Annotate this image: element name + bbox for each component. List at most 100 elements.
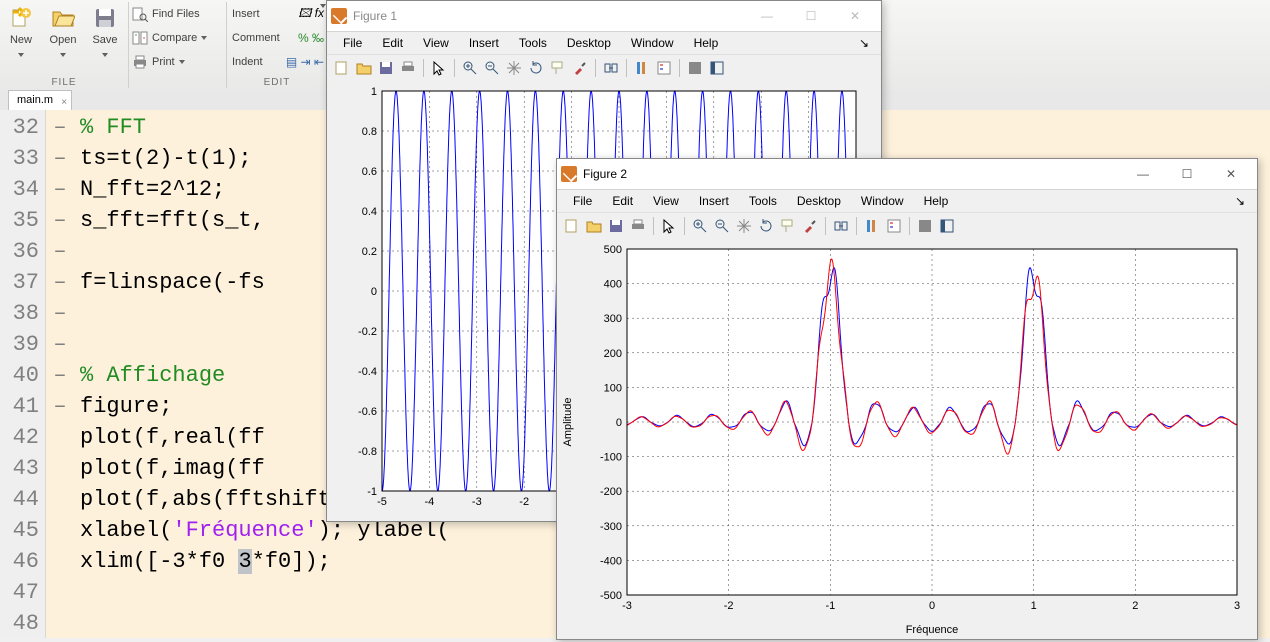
- comment-button[interactable]: Comment % ‰: [230, 28, 324, 48]
- pan-icon[interactable]: [736, 218, 752, 234]
- zoom-in-icon[interactable]: [692, 218, 708, 234]
- pointer-icon[interactable]: [431, 60, 447, 76]
- maximize-button[interactable]: ☐: [1165, 159, 1209, 189]
- compare-button[interactable]: Compare: [132, 28, 222, 48]
- colorbar-icon[interactable]: [634, 60, 650, 76]
- menu-window[interactable]: Window: [851, 194, 914, 208]
- figure-1-title: Figure 1: [353, 9, 745, 23]
- save-icon[interactable]: [608, 218, 624, 234]
- close-button[interactable]: ✕: [833, 1, 877, 31]
- indent-button[interactable]: Indent ▤ ⇥ ⇤: [230, 52, 324, 72]
- print-icon[interactable]: [400, 60, 416, 76]
- figure-2-toolbar: [557, 212, 1257, 240]
- svg-text:-2: -2: [724, 600, 734, 612]
- pointer-icon[interactable]: [661, 218, 677, 234]
- figure-2-titlebar[interactable]: Figure 2 — ☐ ✕: [557, 159, 1257, 190]
- svg-text:300: 300: [604, 313, 622, 325]
- editor-tab-main[interactable]: main.m ×: [8, 90, 72, 110]
- svg-text:0: 0: [371, 286, 377, 298]
- open-button[interactable]: Open: [44, 4, 82, 60]
- hide-tools-icon[interactable]: [917, 218, 933, 234]
- figure-2-plot: -3-2-10123-500-400-300-200-1000100200300…: [557, 239, 1257, 639]
- print-icon: [132, 54, 148, 70]
- hide-tools-icon[interactable]: [687, 60, 703, 76]
- svg-text:3: 3: [1234, 600, 1240, 612]
- menu-tools[interactable]: Tools: [739, 194, 787, 208]
- svg-text:-3: -3: [472, 496, 482, 508]
- print-icon[interactable]: [630, 218, 646, 234]
- svg-text:-0.2: -0.2: [358, 326, 377, 338]
- zoom-in-icon[interactable]: [462, 60, 478, 76]
- show-tools-icon[interactable]: [709, 60, 725, 76]
- pan-icon[interactable]: [506, 60, 522, 76]
- breakpoint-column: – – – – – – – – – –: [46, 110, 74, 638]
- matlab-icon: [561, 166, 577, 182]
- svg-text:-2: -2: [519, 496, 529, 508]
- new-figure-icon[interactable]: [334, 60, 350, 76]
- edit-group-label: EDIT: [226, 77, 328, 88]
- menu-tools[interactable]: Tools: [509, 36, 557, 50]
- figure-1-toolbar: [327, 54, 881, 82]
- menu-insert[interactable]: Insert: [689, 194, 739, 208]
- rotate-icon[interactable]: [758, 218, 774, 234]
- menu-desktop[interactable]: Desktop: [787, 194, 851, 208]
- zoom-out-icon[interactable]: [714, 218, 730, 234]
- figure-1-titlebar[interactable]: Figure 1 — ☐ ✕: [327, 1, 881, 32]
- menu-file[interactable]: File: [333, 36, 372, 50]
- new-button[interactable]: New: [2, 4, 40, 60]
- menu-help[interactable]: Help: [684, 36, 729, 50]
- matlab-icon: [331, 8, 347, 24]
- menu-view[interactable]: View: [643, 194, 689, 208]
- save-icon: [93, 6, 117, 30]
- show-tools-icon[interactable]: [939, 218, 955, 234]
- dock-icon[interactable]: ↘: [849, 36, 875, 50]
- figure-2-window[interactable]: Figure 2 — ☐ ✕ FileEditViewInsertToolsDe…: [556, 158, 1258, 640]
- menu-file[interactable]: File: [563, 194, 602, 208]
- menu-help[interactable]: Help: [914, 194, 959, 208]
- svg-text:-1: -1: [367, 486, 377, 498]
- svg-text:-500: -500: [600, 590, 622, 602]
- svg-text:Amplitude: Amplitude: [562, 398, 574, 447]
- menu-edit[interactable]: Edit: [372, 36, 413, 50]
- menu-desktop[interactable]: Desktop: [557, 36, 621, 50]
- save-button[interactable]: Save: [86, 4, 124, 60]
- menu-window[interactable]: Window: [621, 36, 684, 50]
- new-file-icon: [9, 6, 33, 30]
- datatip-icon[interactable]: [780, 218, 796, 234]
- save-icon[interactable]: [378, 60, 394, 76]
- menu-view[interactable]: View: [413, 36, 459, 50]
- new-figure-icon[interactable]: [564, 218, 580, 234]
- legend-icon[interactable]: [886, 218, 902, 234]
- dock-icon[interactable]: ↘: [1225, 194, 1251, 208]
- legend-icon[interactable]: [656, 60, 672, 76]
- svg-text:-5: -5: [377, 496, 387, 508]
- line-number-gutter: 32 33 34 35 36 37 38 39 40 41 42 43 44 4…: [0, 110, 46, 638]
- compare-icon: [132, 30, 148, 46]
- print-button[interactable]: Print: [132, 52, 222, 72]
- brush-icon[interactable]: [572, 60, 588, 76]
- menu-insert[interactable]: Insert: [459, 36, 509, 50]
- link-icon[interactable]: [603, 60, 619, 76]
- maximize-button[interactable]: ☐: [789, 1, 833, 31]
- link-icon[interactable]: [833, 218, 849, 234]
- open-icon[interactable]: [586, 218, 602, 234]
- svg-text:0.6: 0.6: [362, 166, 377, 178]
- datatip-icon[interactable]: [550, 60, 566, 76]
- svg-text:0.2: 0.2: [362, 246, 377, 258]
- brush-icon[interactable]: [802, 218, 818, 234]
- insert-button[interactable]: Insert 🖾 fx: [230, 4, 324, 24]
- svg-text:-200: -200: [600, 486, 622, 498]
- minimize-button[interactable]: —: [745, 1, 789, 31]
- svg-text:-3: -3: [622, 600, 632, 612]
- zoom-out-icon[interactable]: [484, 60, 500, 76]
- colorbar-icon[interactable]: [864, 218, 880, 234]
- close-button[interactable]: ✕: [1209, 159, 1253, 189]
- svg-text:1: 1: [1031, 600, 1037, 612]
- figure-1-menubar: FileEditViewInsertToolsDesktopWindowHelp…: [327, 32, 881, 54]
- svg-text:100: 100: [604, 382, 622, 394]
- find-files-button[interactable]: Find Files: [132, 4, 222, 24]
- minimize-button[interactable]: —: [1121, 159, 1165, 189]
- rotate-icon[interactable]: [528, 60, 544, 76]
- open-icon[interactable]: [356, 60, 372, 76]
- menu-edit[interactable]: Edit: [602, 194, 643, 208]
